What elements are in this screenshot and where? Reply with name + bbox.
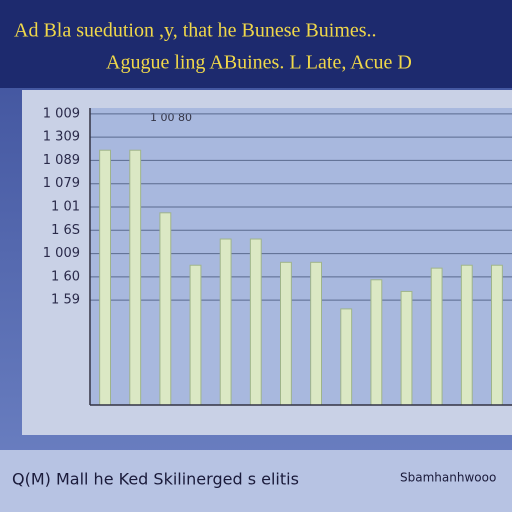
chart-subtitle: Agugue ling ABuines. L Late, Acue D — [106, 52, 412, 74]
y-tick-label: 1 089 — [43, 153, 80, 168]
bar — [310, 261, 322, 406]
bar — [129, 149, 142, 406]
y-tick-label: 1 6S — [51, 223, 80, 238]
bar — [491, 264, 503, 406]
header — [0, 0, 512, 88]
bar — [400, 290, 413, 406]
y-tick-label: 1 01 — [51, 200, 80, 215]
footer-right: Sbamhanhwooo — [400, 471, 496, 485]
bar — [219, 238, 232, 406]
y-tick-label: 1 309 — [43, 130, 80, 145]
bar — [249, 238, 262, 406]
y-tick-label: 1 59 — [51, 293, 80, 308]
footer-left: Q(M) Mall he Ked Skilinerged s elitis — [12, 470, 299, 489]
bar — [189, 264, 202, 406]
y-tick-label: 1 079 — [43, 176, 80, 191]
bar — [99, 149, 111, 406]
plot-area — [90, 108, 512, 405]
bar — [460, 264, 473, 406]
footer — [0, 450, 512, 512]
y-tick-label: 1 009 — [43, 106, 80, 121]
bar — [280, 261, 292, 406]
bar — [370, 279, 383, 406]
y-tick-label: 1 009 — [43, 246, 80, 261]
bar — [159, 212, 172, 406]
annotation: 1 00 80 — [150, 111, 192, 124]
y-tick-label: 1 60 — [51, 269, 80, 284]
chart-title: Ad Bla suedution ,y, that he Bunese Buim… — [14, 20, 377, 42]
bar — [340, 308, 353, 406]
bar — [430, 267, 443, 406]
